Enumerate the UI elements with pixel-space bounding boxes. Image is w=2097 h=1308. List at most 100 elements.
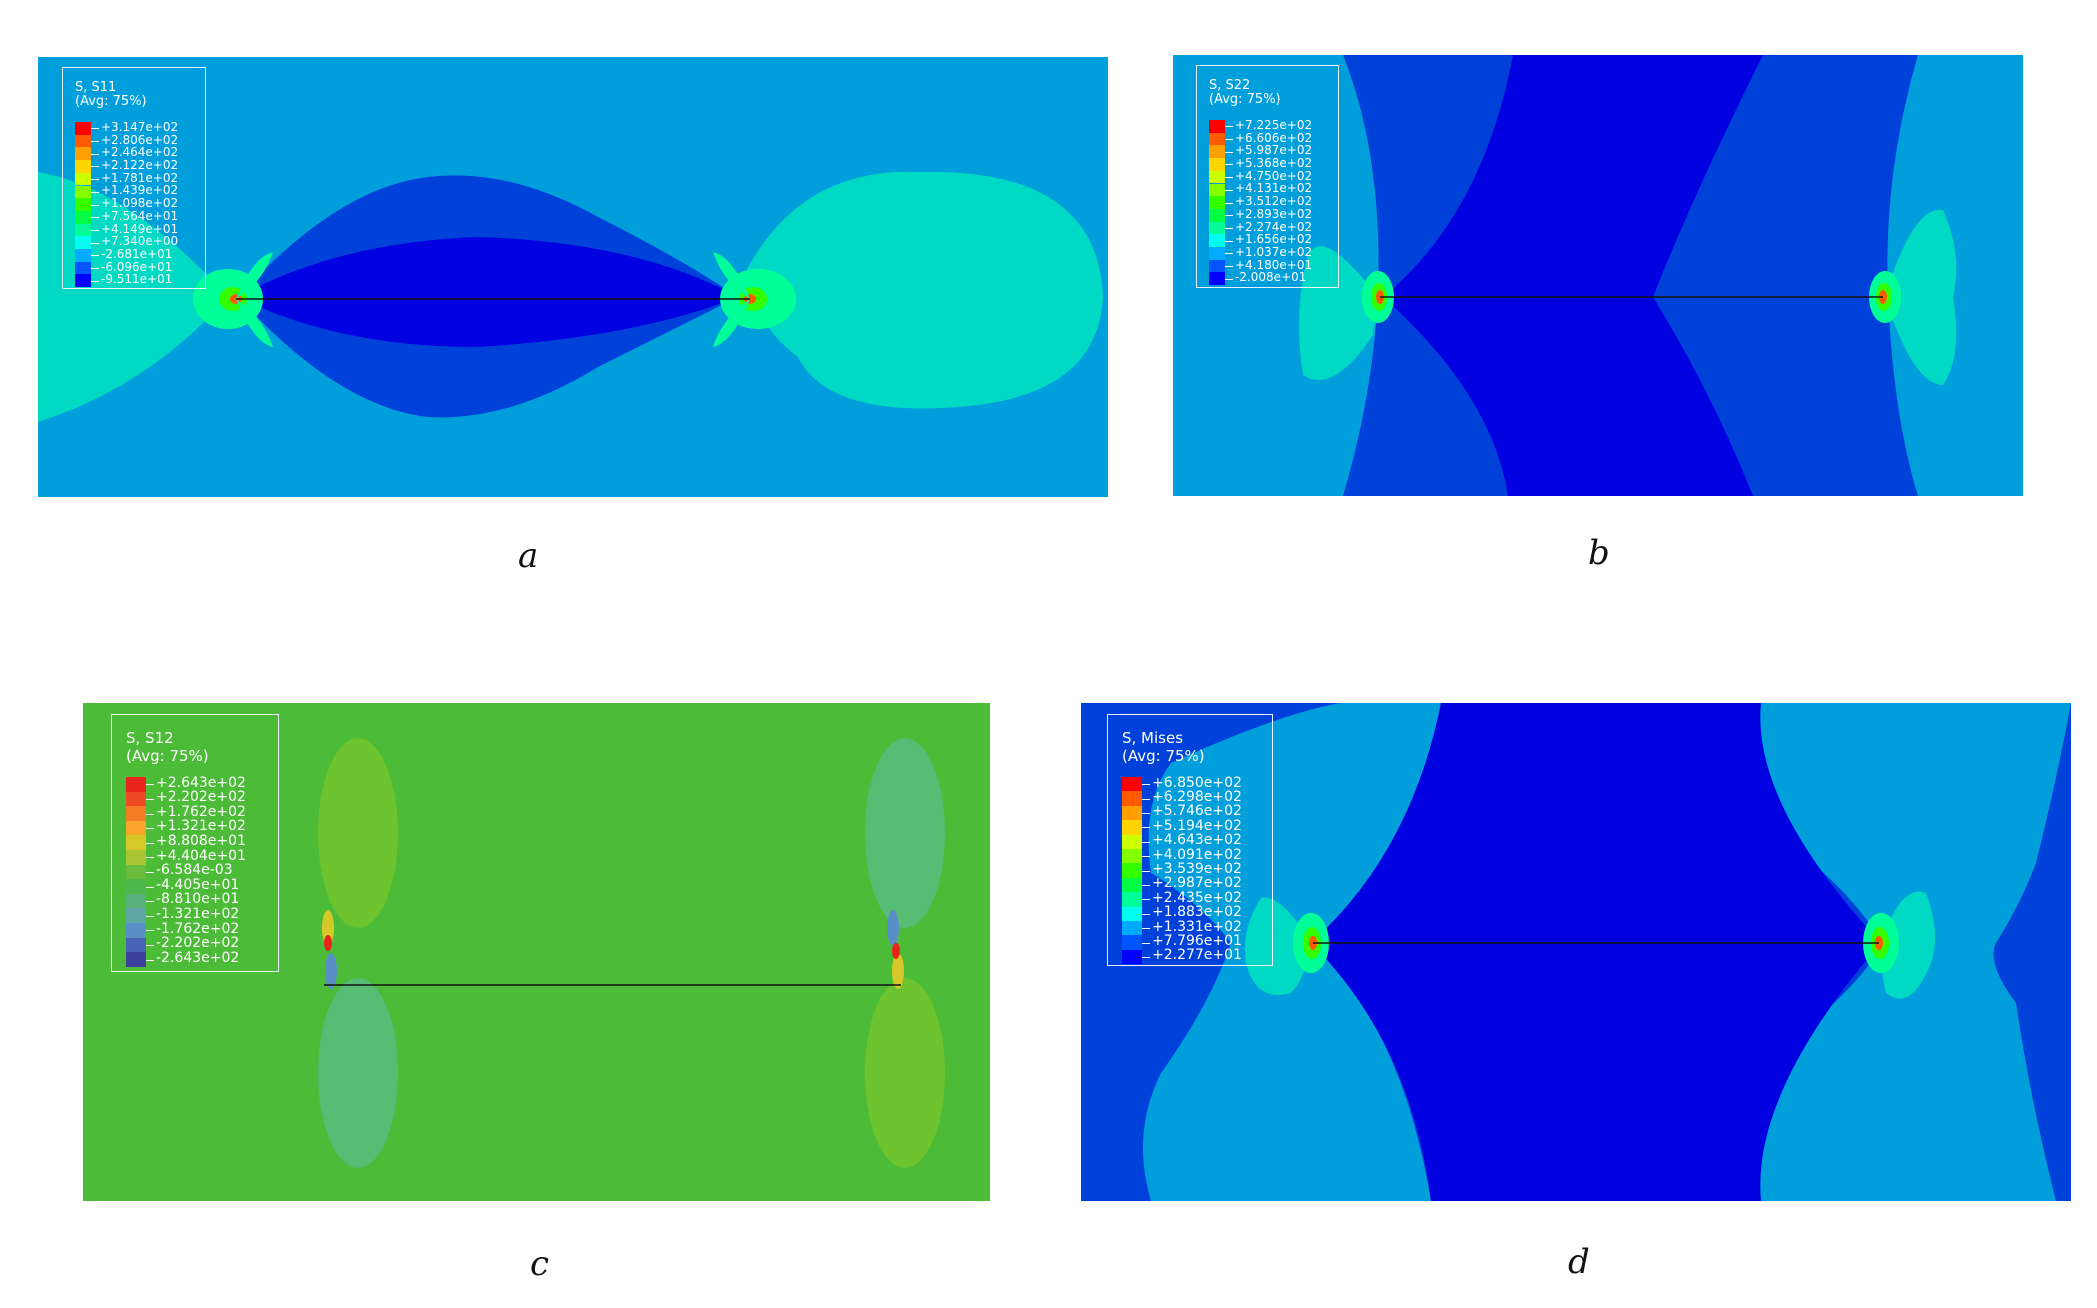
s11-tip-left-wing-down [236,299,273,347]
legend-title: S, S12 [126,729,174,747]
legend-tick [146,842,154,844]
contour-plot-s22 [1173,55,2023,496]
legend-value: -8.810e+01 [156,891,240,908]
legend-value: +2.274e+02 [1235,219,1313,234]
legend-value: -2.202e+02 [156,935,240,952]
legend-tick [1225,126,1233,128]
legend-tick [1225,177,1233,179]
legend-tick [146,959,154,961]
legend-swatch [1209,183,1225,197]
legend-value: +3.512e+02 [1235,194,1313,209]
legend-tick [1142,841,1150,843]
legend-value: +1.439e+02 [101,183,179,198]
legend-tick [1142,784,1150,786]
legend-tick [1142,798,1150,800]
legend-s12: S, S12 (Avg: 75%) +2.643e+02 +2.202e+02 +1… [111,714,279,972]
legend-value: +6.606e+02 [1235,130,1313,145]
legend-swatch [75,147,91,161]
legend-tick [1142,957,1150,958]
legend-swatch [1209,158,1225,171]
legend-swatch [1122,863,1142,878]
caption-b: b [1588,533,1610,573]
legend-swatch [1209,145,1225,159]
legend-swatch [1122,877,1142,893]
legend-value: +2.643e+02 [156,774,246,791]
legend-swatch [126,820,146,836]
legend-value: -1.321e+02 [156,906,240,923]
legend-swatch [1209,234,1225,247]
s11-tip-right-wing-up [713,252,750,299]
s22-right-lobe [1885,209,1957,385]
legend-tick [1225,253,1233,255]
legend-swatch [1122,921,1142,936]
legend-value: -4.405e+01 [156,876,240,893]
legend-s11: S, S11 (Avg: 75%) +3.147e+02 +2.806e+02 +2… [62,67,206,289]
legend-swatch [75,210,91,224]
legend-swatch [1209,170,1225,184]
legend-tick [91,141,99,143]
legend-tick [91,255,99,257]
legend-tick [91,268,99,270]
legend-tick [146,915,154,917]
legend-value: +1.098e+02 [101,196,179,211]
legend-value: -2.681e+01 [101,246,173,261]
legend-swatch [75,198,91,211]
legend-value: -6.096e+01 [101,259,173,274]
legend-tick [1142,928,1150,930]
legend-tick [146,871,154,873]
legend-value: +2.464e+02 [101,145,179,160]
legend-tick [91,204,99,206]
legend-tick [146,798,154,800]
caption-a: a [518,536,539,576]
legend-value: +5.368e+02 [1235,156,1313,170]
legend-tick [91,166,99,168]
legend-swatch [126,879,146,894]
legend-swatch [126,952,146,967]
legend-tick [1225,215,1233,217]
legend-tick [1142,870,1150,872]
legend-value: +5.987e+02 [1235,143,1313,158]
legend-tick [91,191,99,193]
legend-tick [1142,885,1150,886]
legend-value: +5.194e+02 [1152,817,1242,834]
legend-tick [146,857,154,859]
legend-tick [146,784,154,786]
legend-tick [146,813,154,815]
legend-title: S, S11 [75,80,117,95]
legend-value: -2.008e+01 [1235,270,1307,285]
legend-swatch [126,908,146,923]
legend-tick [91,153,99,155]
s11-right-lobe [743,171,1103,409]
s11-tip-right-wing-down [713,299,750,347]
legend-tick [1142,899,1150,901]
legend-swatch [1122,791,1142,806]
legend-swatch [1209,120,1225,133]
legend-value: +3.147e+02 [101,119,179,134]
legend-value: +1.762e+02 [156,803,246,820]
legend-value: +7.796e+01 [1152,932,1242,949]
s12-right-tip-neg [887,910,899,946]
legend-tick [91,217,99,219]
legend-value: +1.331e+02 [1152,918,1242,935]
s22-left-lobe [1299,246,1378,380]
legend-swatch [1122,949,1142,965]
legend-swatch [126,791,146,807]
legend-swatch [126,893,146,909]
legend-value: +1.781e+02 [101,170,179,185]
legend-value: +2.987e+02 [1152,875,1242,892]
legend-swatch [1122,892,1142,907]
legend-swatch [75,172,91,186]
mises-right-lobe [1881,891,1935,999]
legend-swatch [75,261,91,275]
legend-swatch [126,923,146,938]
s12-right-lobe-down [865,978,945,1168]
s12-contour-svg [83,703,990,1201]
legend-tick [1225,139,1233,141]
contour-plot-mises [1081,703,2071,1201]
caption-d: d [1568,1242,1590,1282]
legend-tick [91,242,99,244]
legend-swatch [1122,820,1142,835]
legend-swatch [1122,777,1142,792]
legend-swatch [126,937,146,953]
s12-right-tip-red [892,943,900,959]
